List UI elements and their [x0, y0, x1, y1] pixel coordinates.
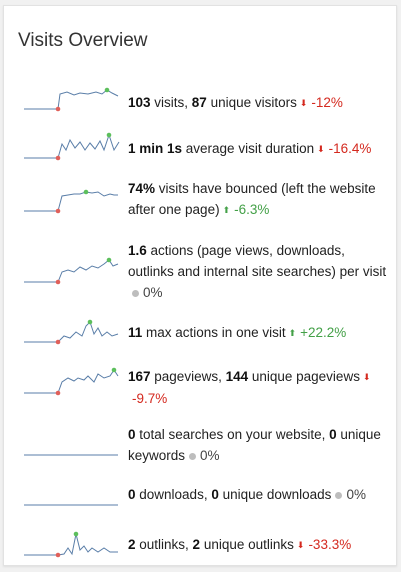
metric-label: visits, — [150, 95, 192, 110]
metric-change: -9.7% — [132, 390, 168, 406]
sparkline-min-dot — [55, 155, 61, 161]
metric-row-visits: 103 visits, 87 unique visitors ⬇ -12% — [22, 78, 392, 124]
metric-text-max-actions: 11 max actions in one visit ⬆ +22.2% — [128, 322, 390, 344]
widget-title: Visits Overview — [18, 30, 148, 51]
metric-row-max-actions: 11 max actions in one visit ⬆ +22.2% — [22, 310, 392, 356]
metric-change: 0% — [200, 448, 220, 463]
trend-down-icon: ⬇ — [296, 539, 305, 550]
metric-label: unique downloads — [218, 487, 332, 502]
visits-overview-widget: Visits Overview 103 visits, 87 unique vi… — [3, 5, 397, 566]
metric-label: visits have bounced (left the website af… — [128, 181, 376, 217]
sparkline-max-dot — [87, 319, 93, 325]
metric-row-bounce: 74% visits have bounced (left the websit… — [22, 178, 392, 238]
metric-row-pageviews: 167 pageviews, 144 unique pageviews ⬇ -9.7… — [22, 360, 392, 416]
sparkline-min-dot — [55, 279, 61, 285]
metric-change: 0% — [143, 285, 163, 300]
sparkline-bounce[interactable] — [22, 184, 122, 224]
sparkline-actions[interactable] — [22, 252, 122, 292]
metric-value: 1 min 1s — [128, 141, 183, 156]
metric-text-outlinks: 2 outlinks, 2 unique outlinks ⬇ -33.3% — [128, 534, 390, 556]
sparkline-max-dot — [104, 87, 110, 93]
metric-value: 167 — [128, 369, 151, 384]
sparkline-max-dot — [73, 531, 79, 537]
sparkline-searches[interactable] — [22, 428, 122, 468]
metric-row-actions: 1.6 actions (page views, downloads, outl… — [22, 238, 392, 306]
sparkline-visits[interactable] — [22, 82, 122, 122]
metric-text-bounce: 74% visits have bounced (left the websit… — [128, 178, 390, 221]
sparkline-max-dot — [106, 257, 112, 263]
metric-value: 0 — [211, 487, 219, 502]
metric-text-visits: 103 visits, 87 unique visitors ⬇ -12% — [128, 92, 390, 114]
metric-value: 2 — [128, 537, 136, 552]
metric-change: -33.3% — [308, 537, 352, 552]
trend-neutral-icon — [189, 452, 197, 460]
metric-label: max actions in one visit — [142, 325, 286, 340]
metric-text-duration: 1 min 1s average visit duration ⬇ -16.4% — [128, 138, 390, 160]
metric-row-searches: 0 total searches on your website, 0 uniq… — [22, 418, 392, 478]
metric-label: downloads, — [135, 487, 212, 502]
metric-change: 0% — [346, 487, 366, 502]
sparkline-max-dot — [106, 132, 112, 138]
metric-value: 2 — [192, 537, 201, 552]
metric-label: average visit duration — [182, 141, 315, 156]
metric-label: total searches on your website, — [135, 427, 330, 442]
metric-label: pageviews, — [150, 369, 226, 384]
trend-down-icon: ⬇ — [362, 371, 371, 382]
metric-label: unique keywords — [128, 427, 381, 463]
metric-value: 0 — [128, 487, 136, 502]
metric-value: 103 — [128, 95, 151, 110]
metric-value: 74% — [128, 181, 156, 196]
metric-value: 0 — [128, 427, 136, 442]
sparkline-min-dot — [55, 208, 61, 214]
metric-change: -6.3% — [234, 202, 270, 217]
trend-down-icon: ⬇ — [299, 97, 308, 108]
metric-label: outlinks, — [135, 537, 193, 552]
trend-down-icon: ⬇ — [317, 143, 325, 154]
sparkline-min-dot — [55, 339, 61, 345]
trend-up-icon: ⬆ — [222, 204, 231, 215]
metric-value: 144 — [225, 369, 249, 384]
metric-value: 87 — [191, 95, 207, 110]
sparkline-max-actions[interactable] — [22, 314, 122, 354]
metric-label: unique visitors — [206, 95, 297, 110]
metric-row-outlinks: 2 outlinks, 2 unique outlinks ⬇ -33.3% — [22, 522, 392, 562]
sparkline-max-dot — [83, 189, 89, 195]
metric-label: unique pageviews — [248, 369, 360, 384]
sparkline-min-dot — [55, 552, 61, 558]
sparkline-max-dot — [111, 367, 117, 373]
metric-text-pageviews: 167 pageviews, 144 unique pageviews ⬇ -9.7… — [128, 366, 390, 409]
metric-change: -16.4% — [328, 141, 372, 156]
metric-value: 11 — [128, 325, 143, 340]
metric-label: unique outlinks — [200, 537, 294, 552]
metric-value: 0 — [329, 427, 337, 442]
sparkline-outlinks[interactable] — [22, 524, 122, 564]
trend-up-icon: ⬆ — [288, 327, 297, 338]
metric-text-searches: 0 total searches on your website, 0 uniq… — [128, 424, 390, 466]
sparkline-min-dot — [55, 106, 61, 112]
metric-text-downloads: 0 downloads, 0 unique downloads 0% — [128, 484, 390, 505]
sparkline-min-dot — [55, 390, 61, 396]
metric-text-actions: 1.6 actions (page views, downloads, outl… — [128, 240, 390, 303]
metric-change: -12% — [311, 95, 343, 110]
metric-value: 1.6 — [128, 243, 147, 258]
sparkline-duration[interactable] — [22, 128, 122, 168]
sparkline-pageviews[interactable] — [22, 364, 122, 404]
trend-neutral-icon — [335, 491, 343, 499]
trend-neutral-icon — [132, 289, 139, 297]
sparkline-downloads[interactable] — [22, 480, 122, 520]
metric-label: actions (page views, downloads, outlinks… — [128, 243, 387, 279]
metric-change: +22.2% — [300, 325, 347, 340]
metric-row-downloads: 0 downloads, 0 unique downloads 0% — [22, 476, 392, 522]
metric-row-duration: 1 min 1s average visit duration ⬇ -16.4% — [22, 124, 392, 170]
